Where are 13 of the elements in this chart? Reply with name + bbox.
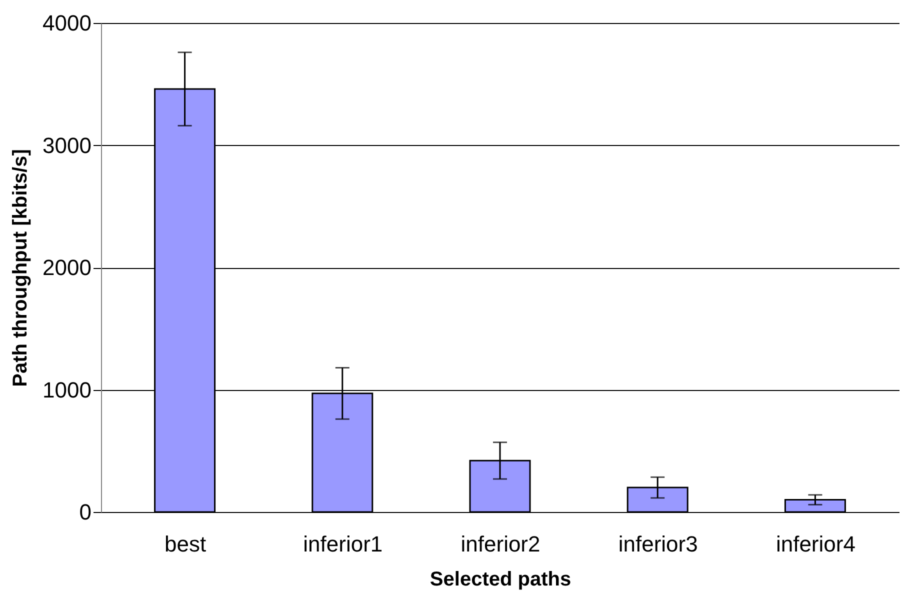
y-tick-label: 1000 [42, 377, 92, 402]
bar [784, 499, 846, 513]
y-tick-label: 0 [79, 500, 92, 524]
y-tick-label: 2000 [42, 255, 92, 280]
y-tick-label: 4000 [42, 10, 92, 36]
x-axis-title: Selected paths [430, 568, 572, 590]
x-tick-label: inferior3 [618, 532, 698, 556]
x-tick-label: inferior1 [303, 532, 383, 556]
y-axis-title: Path throughput [kbits/s] [10, 149, 32, 387]
y-tick-label: 3000 [42, 132, 92, 158]
x-tick-label: inferior4 [776, 532, 856, 556]
x-tick-label: inferior2 [460, 532, 540, 556]
x-tick-label: best [164, 532, 206, 556]
